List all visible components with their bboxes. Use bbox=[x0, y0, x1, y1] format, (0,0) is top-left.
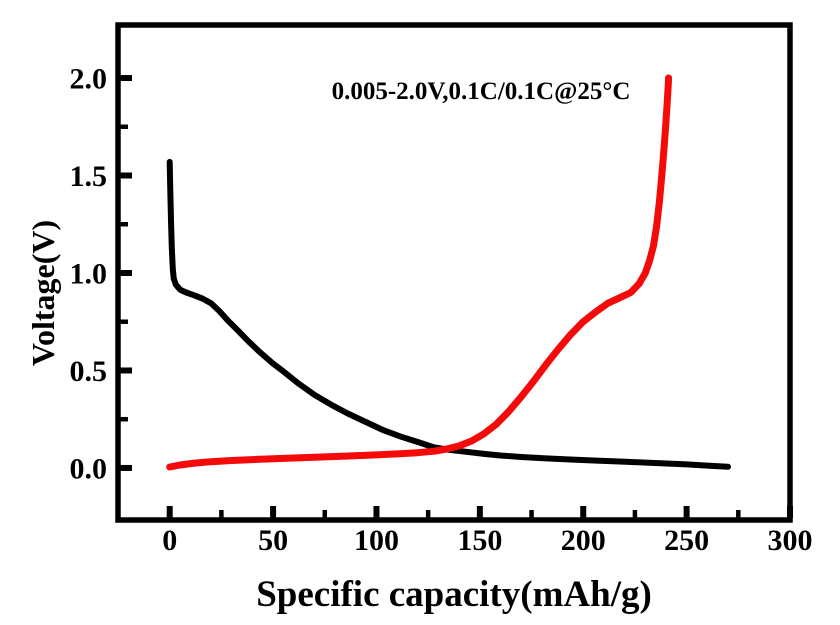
x-tick-label: 50 bbox=[258, 524, 288, 557]
x-tick-label: 100 bbox=[354, 524, 399, 557]
plot-layer: 0 50 100 150 200 250 300 0.0 0.5 1.0 1.5 2.0 bbox=[70, 22, 813, 557]
x-tick-label: 300 bbox=[768, 524, 813, 557]
annotation: 0.005-2.0V,0.1C/0.1C@25°C bbox=[332, 78, 631, 105]
x-tick-label: 200 bbox=[561, 524, 606, 557]
y-tick-label: 2.0 bbox=[70, 63, 108, 96]
series-path-charge bbox=[166, 74, 673, 471]
plot-border bbox=[115, 22, 793, 523]
series-path-discharge bbox=[166, 158, 731, 470]
y-tick-label: 0.5 bbox=[70, 355, 108, 388]
x-tick-label: 0 bbox=[162, 524, 177, 557]
y-tick-label: 1.5 bbox=[70, 160, 108, 193]
x-tick-label: 250 bbox=[664, 524, 709, 557]
y-tick-label: 0.0 bbox=[70, 452, 108, 485]
x-tick-label: 150 bbox=[457, 524, 502, 557]
x-axis-title: Specific capacity(mAh/g) bbox=[256, 574, 652, 615]
y-tick-label: 1.0 bbox=[70, 257, 108, 290]
y-axis-title: Voltage(V) bbox=[25, 220, 61, 366]
